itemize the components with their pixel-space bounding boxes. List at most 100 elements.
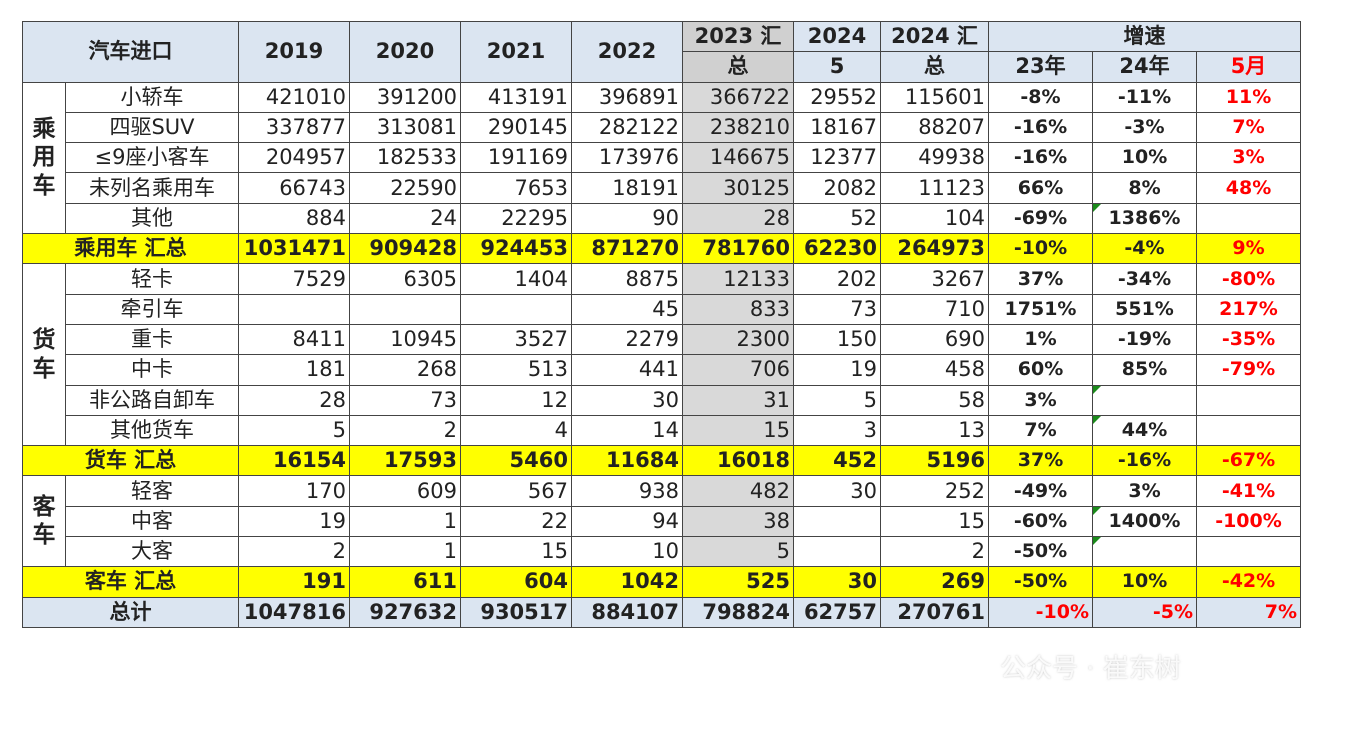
value-cell: 264973	[880, 233, 989, 265]
value-cell: 58	[880, 384, 989, 416]
value-cell: 14	[571, 414, 683, 447]
growth-g24-cell	[1092, 536, 1197, 568]
growth-g24-cell: 10%	[1092, 142, 1197, 174]
value-cell: 3267	[880, 263, 989, 295]
value-cell: 19	[793, 354, 881, 386]
growth-g24-cell: -5%	[1092, 596, 1197, 628]
value-cell: 2	[349, 414, 461, 447]
value-cell: 5	[793, 384, 881, 416]
growth-col-24: 24年	[1092, 51, 1197, 83]
growth-g23-cell: 1751%	[988, 293, 1093, 325]
value-cell: 90	[571, 202, 683, 235]
value-cell: 238210	[682, 111, 794, 144]
value-cell: 313081	[349, 111, 461, 144]
value-cell: 49938	[880, 142, 989, 174]
import-table: 汽车进口 2019 2020 2021 2022 2023 汇 2024 202…	[22, 20, 1301, 628]
table-row: 大客 2 1 15 10 5 2 -50%	[23, 536, 1301, 568]
value-cell: 1404	[460, 263, 572, 295]
row-label: 中卡	[65, 354, 239, 386]
growth-g23-cell: -16%	[988, 111, 1093, 144]
value-cell: 1	[349, 536, 461, 568]
header-row-2: 总 5 总 23年 24年 5月	[23, 51, 1301, 83]
value-cell: 452	[793, 445, 881, 477]
value-cell: 13	[880, 414, 989, 447]
value-cell: 12133	[682, 263, 794, 295]
subtotal-row: 乘用车 汇总 1031471 909428 924453 871270 781760 622…	[22, 233, 1301, 265]
value-cell: 2	[880, 536, 989, 568]
growth-g23-cell: 3%	[988, 384, 1093, 416]
value-cell: 938	[571, 475, 683, 507]
growth-g23-cell: -49%	[988, 475, 1093, 507]
value-cell: 31	[682, 384, 794, 416]
value-cell: 52	[793, 202, 881, 235]
value-cell: 202	[793, 263, 881, 295]
col-2024-may-line2: 5	[793, 51, 881, 83]
value-cell: 396891	[571, 81, 683, 113]
value-cell: 4	[460, 414, 572, 447]
value-cell: 66743	[238, 172, 350, 204]
value-cell: 204957	[238, 142, 350, 174]
growth-g24-cell: -4%	[1092, 233, 1197, 265]
subtotal-label: 客车 汇总	[22, 566, 239, 598]
growth-g23-cell: 66%	[988, 172, 1093, 204]
category-label: 货车	[22, 263, 66, 447]
value-cell: 884107	[571, 596, 683, 628]
value-cell: 30125	[682, 172, 794, 204]
value-cell: 10945	[349, 323, 461, 356]
value-cell: 62757	[793, 596, 881, 628]
subtotal-row: 货车 汇总 16154 17593 5460 11684 16018 452 5196 37% -…	[22, 445, 1301, 477]
value-cell: 833	[682, 293, 794, 325]
value-cell: 2300	[682, 323, 794, 356]
value-cell: 170	[238, 475, 350, 507]
growth-g5-cell: 48%	[1196, 172, 1301, 204]
value-cell: 18167	[793, 111, 881, 144]
value-cell: 7529	[238, 263, 350, 295]
value-cell: 22590	[349, 172, 461, 204]
table-row: 客车 轻客 170 609 567 938 482 30 252 -49% 3% -41%	[22, 475, 1301, 568]
growth-g23-cell: -10%	[988, 233, 1093, 265]
value-cell: 181	[238, 354, 350, 386]
table-row: 乘用车 小轿车 421010 391200 413191 396891 366722 2955…	[22, 81, 1301, 235]
row-label: 其他货车	[65, 414, 239, 447]
value-cell: 15	[880, 505, 989, 538]
value-cell: 421010	[238, 81, 350, 113]
growth-g24-cell: -19%	[1092, 323, 1197, 356]
category-label: 客车	[22, 475, 66, 568]
row-label: 轻卡	[65, 263, 239, 295]
value-cell: 94	[571, 505, 683, 538]
col-2022: 2022	[571, 21, 683, 83]
value-cell: 282122	[571, 111, 683, 144]
subtotal-label: 货车 汇总	[22, 445, 239, 477]
value-cell: 30	[571, 384, 683, 416]
value-cell: 269	[880, 566, 989, 598]
value-cell: 5460	[460, 445, 572, 477]
growth-g5-cell: 217%	[1196, 293, 1301, 325]
category-text: 货车	[32, 327, 56, 382]
value-cell: 3527	[460, 323, 572, 356]
value-cell: 16154	[238, 445, 350, 477]
row-label: 未列名乘用车	[65, 172, 239, 204]
category-text: 客车	[32, 493, 56, 549]
value-cell: 611	[349, 566, 461, 598]
table-row: 重卡 8411 10945 3527 2279 2300 150 690 1% -19% -35%	[23, 323, 1301, 356]
row-label: 其他	[65, 202, 239, 235]
col-2024-may-line1: 2024	[793, 20, 881, 53]
col-2024-total-line1: 2024 汇	[880, 20, 989, 53]
value-cell: 391200	[349, 81, 461, 113]
value-cell: 7653	[460, 172, 572, 204]
subtotal-row: 客车 汇总 191 611 604 1042 525 30 269 -50% 10% -42%	[22, 566, 1301, 598]
col-2020: 2020	[349, 21, 461, 83]
header-row-1: 汽车进口 2019 2020 2021 2022 2023 汇 2024 202…	[22, 20, 1301, 83]
value-cell: 191169	[460, 142, 572, 174]
value-cell: 252	[880, 475, 989, 507]
value-cell: 5	[682, 536, 794, 568]
value-cell: 17593	[349, 445, 461, 477]
value-cell: 28	[682, 202, 794, 235]
growth-g24-cell: 1400%	[1092, 505, 1197, 538]
growth-g24-cell: -11%	[1092, 81, 1197, 113]
value-cell: 22295	[460, 202, 572, 235]
growth-g23-cell: -69%	[988, 202, 1093, 235]
growth-g24-cell: 3%	[1092, 475, 1197, 507]
growth-g5-cell: 11%	[1196, 81, 1301, 113]
growth-g23-cell: 37%	[988, 263, 1093, 295]
